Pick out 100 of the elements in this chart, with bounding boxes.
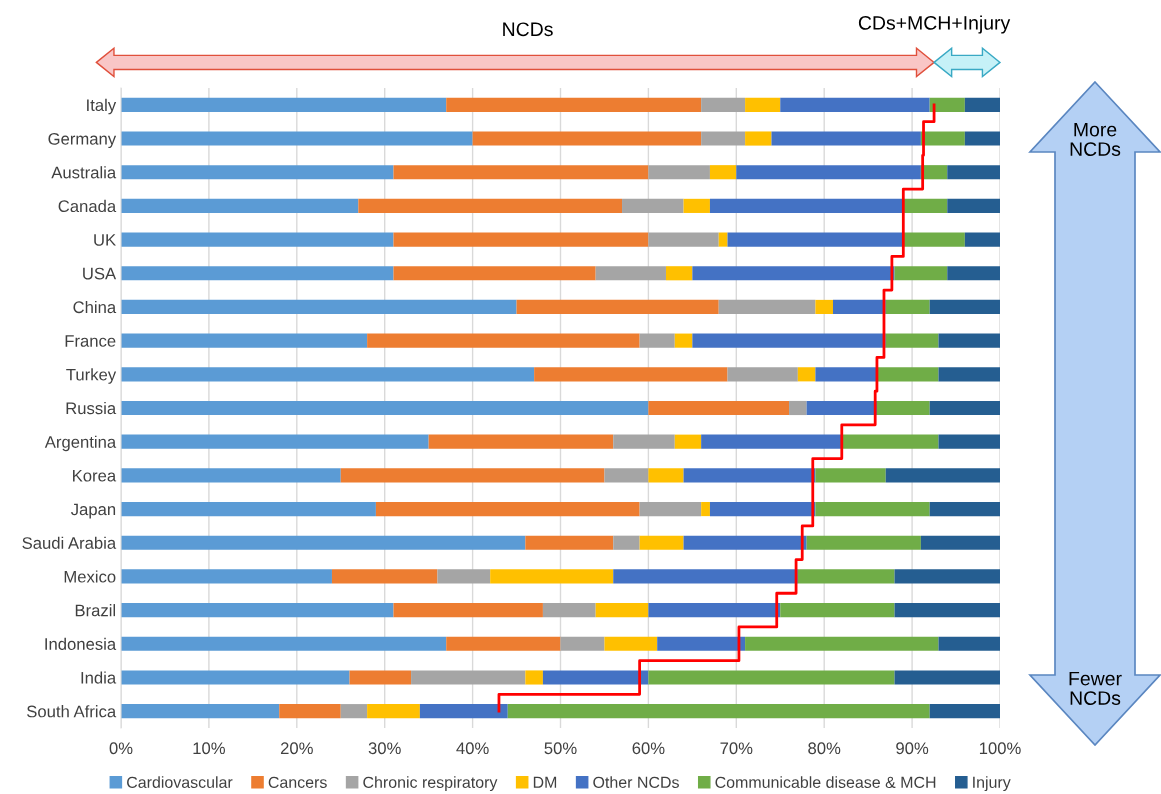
bar bbox=[701, 501, 710, 517]
y-tick-label: UK bbox=[94, 234, 116, 246]
y-tick-label: Argentina bbox=[44, 435, 117, 452]
bar bbox=[121, 468, 341, 483]
bar bbox=[507, 704, 930, 719]
bar bbox=[648, 400, 790, 416]
legend-label: Chronic respiratory bbox=[363, 776, 498, 792]
bar bbox=[393, 603, 543, 618]
bar bbox=[876, 367, 939, 382]
bar bbox=[534, 367, 728, 382]
bar bbox=[428, 434, 614, 449]
x-tick-label: 40% bbox=[456, 742, 489, 755]
bar bbox=[964, 131, 1000, 146]
bar bbox=[815, 299, 833, 315]
bar bbox=[604, 468, 649, 483]
bar bbox=[525, 670, 543, 685]
y-tick-label: France bbox=[65, 335, 116, 347]
bar bbox=[516, 299, 719, 315]
bar bbox=[947, 266, 1000, 281]
bar bbox=[121, 97, 447, 112]
bar bbox=[736, 165, 921, 180]
bar bbox=[613, 535, 640, 550]
bar bbox=[595, 266, 666, 281]
x-tick-label: 80% bbox=[808, 742, 841, 755]
bar bbox=[797, 367, 816, 382]
bar bbox=[745, 97, 781, 112]
x-tick-label: 0% bbox=[109, 742, 133, 755]
bar bbox=[121, 333, 368, 348]
bar bbox=[701, 434, 842, 449]
y-tick-label: Canada bbox=[58, 199, 117, 213]
x-tick-label: 20% bbox=[280, 742, 313, 755]
bar bbox=[692, 333, 886, 348]
y-tick-label: Indonesia bbox=[45, 637, 117, 650]
bar bbox=[674, 434, 702, 449]
bar bbox=[542, 670, 649, 685]
y-tick-label: Germany bbox=[48, 132, 117, 149]
bar bbox=[437, 569, 491, 584]
bar bbox=[683, 535, 807, 550]
bar bbox=[683, 198, 710, 213]
text: NCDs bbox=[503, 22, 553, 37]
bar bbox=[121, 165, 394, 180]
bar bbox=[929, 299, 1000, 315]
bar bbox=[331, 569, 438, 584]
bar bbox=[920, 535, 1000, 550]
bar bbox=[938, 636, 1000, 651]
bar bbox=[121, 131, 473, 146]
bar bbox=[648, 468, 684, 483]
bar bbox=[885, 333, 939, 348]
bar bbox=[121, 704, 280, 719]
bar bbox=[472, 131, 702, 146]
bar bbox=[121, 535, 526, 550]
bar bbox=[595, 603, 649, 618]
x-tick-label: 10% bbox=[193, 742, 225, 755]
x-tick-label: 70% bbox=[720, 742, 753, 755]
x-tick-label: 30% bbox=[368, 742, 401, 755]
bar bbox=[903, 198, 948, 213]
bar bbox=[701, 131, 746, 146]
text: More NCDs bbox=[1070, 122, 1121, 156]
y-tick-label: India bbox=[81, 671, 117, 684]
bar bbox=[780, 603, 895, 618]
y-tick-label: USA bbox=[83, 267, 117, 280]
bar bbox=[929, 97, 965, 112]
bar bbox=[815, 468, 886, 483]
bar bbox=[832, 299, 886, 315]
y-tick-label: Saudi Arabia bbox=[22, 536, 117, 549]
bar bbox=[367, 333, 640, 348]
bar bbox=[639, 501, 702, 517]
bar bbox=[648, 232, 719, 247]
bar bbox=[727, 232, 904, 247]
bar bbox=[604, 636, 658, 651]
bar bbox=[393, 232, 649, 247]
bar bbox=[938, 367, 1000, 382]
y-tick-label: Australia bbox=[51, 166, 117, 179]
bar bbox=[622, 198, 684, 213]
bar bbox=[929, 704, 1000, 719]
bar bbox=[964, 97, 1000, 112]
bar bbox=[938, 434, 1000, 449]
bar bbox=[745, 636, 939, 651]
bar bbox=[648, 165, 710, 180]
bar bbox=[367, 704, 420, 719]
bar bbox=[665, 266, 693, 281]
x-tick-label: 100% bbox=[979, 742, 1021, 755]
bar bbox=[639, 535, 684, 550]
bar bbox=[393, 266, 596, 281]
legend-label: Injury bbox=[973, 776, 1011, 792]
bar bbox=[692, 266, 895, 281]
bar bbox=[121, 232, 394, 247]
legend-label: Cardiovascular bbox=[127, 776, 233, 788]
bar bbox=[121, 569, 332, 584]
bar bbox=[701, 97, 746, 112]
x-tick-label: 90% bbox=[896, 742, 929, 755]
bar bbox=[929, 400, 1000, 416]
bar bbox=[121, 367, 535, 382]
bar bbox=[411, 670, 526, 685]
bar bbox=[121, 198, 359, 213]
bar bbox=[648, 670, 895, 685]
bar bbox=[903, 232, 965, 247]
bar bbox=[894, 266, 948, 281]
bar bbox=[613, 569, 798, 584]
bar bbox=[947, 198, 1000, 213]
